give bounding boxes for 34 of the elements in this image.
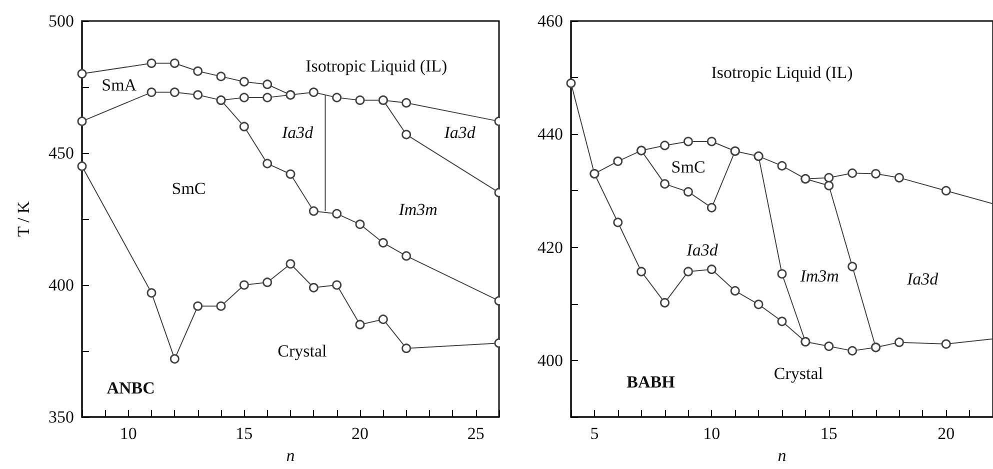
x-tick-label: 20 (938, 424, 955, 443)
annotation: Im3m (799, 266, 839, 286)
y-tick-label: 400 (538, 350, 563, 370)
y-tick-label: 350 (48, 408, 74, 426)
annotation: Isotropic Liquid (IL) (711, 63, 853, 82)
annotation: Isotropic Liquid (IL) (306, 56, 448, 76)
annotation: Crystal (774, 364, 824, 383)
x-tick-label: 15 (820, 424, 838, 443)
y-tick-label: 500 (48, 12, 74, 30)
x-tick-label: 5 (590, 424, 599, 443)
annotation: ANBC (106, 378, 155, 398)
x-tick-label: 10 (703, 424, 720, 443)
y-tick-label: 450 (48, 144, 74, 162)
x-axis-title: n (286, 446, 295, 465)
annotation: Crystal (278, 341, 328, 360)
x-axis-title: n (778, 446, 786, 465)
annotation: BABH (626, 372, 675, 392)
x-tick-label: 25 (467, 424, 484, 443)
y-tick-label: 420 (538, 238, 563, 257)
y-tick-label: 400 (48, 276, 74, 294)
x-tick-label: 10 (120, 424, 137, 443)
x-tick-label: 20 (352, 424, 368, 443)
x-tick-label: 15 (236, 424, 253, 443)
annotation: SmC (172, 179, 206, 198)
annotation: SmA (102, 75, 138, 94)
annotation: Im3m (398, 200, 438, 220)
y-tick-label: 440 (538, 124, 563, 144)
annotation: Ia3d (281, 123, 314, 142)
y-axis-title: T / K (14, 200, 33, 237)
y-tick-label: 460 (538, 12, 563, 30)
annotation: SmC (671, 157, 706, 176)
annotation: Ia3d (906, 269, 939, 288)
annotation: Ia3d (443, 123, 476, 142)
annotation: Ia3d (686, 240, 718, 260)
